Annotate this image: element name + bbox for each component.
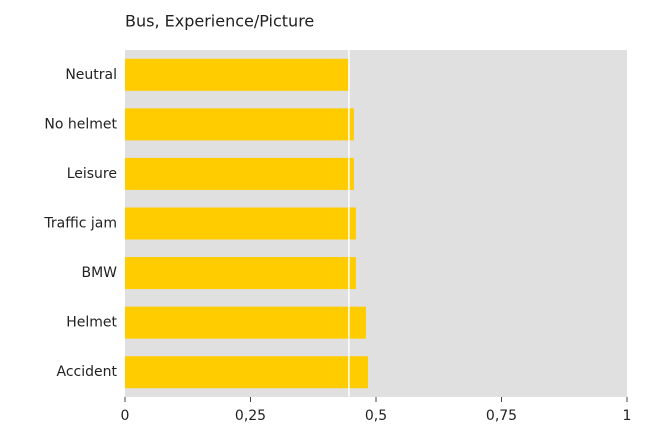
y-tick-label: Leisure bbox=[67, 166, 117, 182]
x-tick-label: 0,5 bbox=[365, 408, 387, 424]
bar bbox=[125, 356, 368, 389]
y-tick-label: BMW bbox=[81, 265, 117, 281]
y-tick-label: Neutral bbox=[65, 67, 117, 83]
bar bbox=[125, 108, 354, 141]
x-tick-label: 0,75 bbox=[486, 408, 517, 424]
y-tick-label: Traffic jam bbox=[43, 216, 117, 232]
bar bbox=[125, 58, 349, 91]
x-tick-label: 1 bbox=[623, 408, 632, 424]
x-tick-label: 0 bbox=[121, 408, 130, 424]
chart-title: Bus, Experience/Picture bbox=[125, 12, 314, 31]
bar bbox=[125, 207, 356, 240]
y-tick-label: Helmet bbox=[66, 315, 117, 331]
y-tick-label: Accident bbox=[57, 364, 118, 380]
x-tick-label: 0,25 bbox=[235, 408, 266, 424]
y-tick-label: No helmet bbox=[44, 116, 117, 132]
bar bbox=[125, 157, 354, 190]
bar bbox=[125, 257, 356, 290]
bar bbox=[125, 306, 366, 339]
